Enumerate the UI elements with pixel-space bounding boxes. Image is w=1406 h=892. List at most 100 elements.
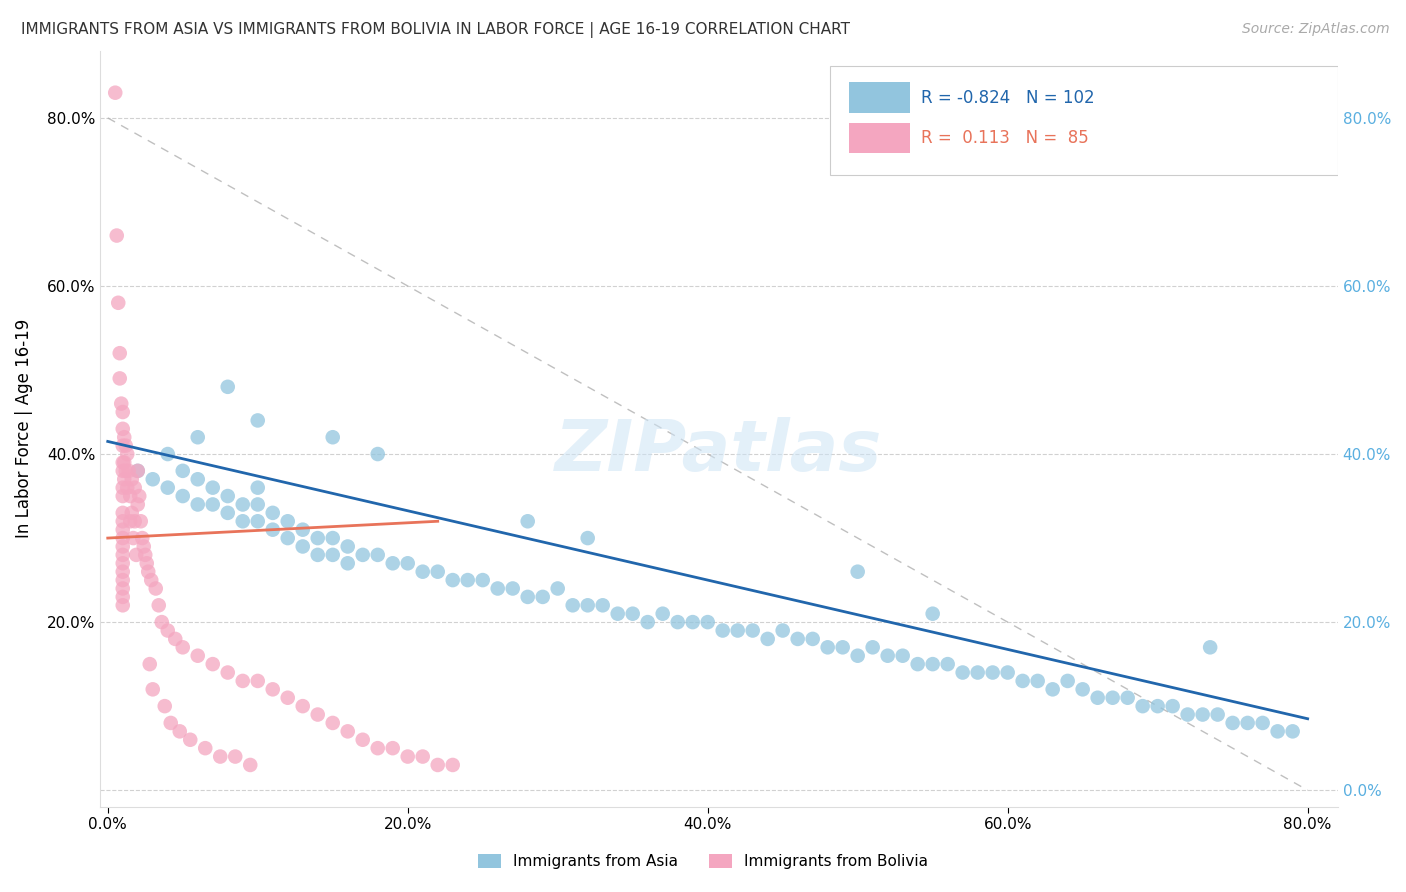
Point <box>111 565 134 579</box>
Point <box>246 514 269 528</box>
Point <box>111 481 134 495</box>
Point <box>727 624 749 638</box>
Point <box>291 699 314 714</box>
Point <box>179 732 201 747</box>
Point <box>111 582 134 596</box>
Point <box>246 498 269 512</box>
Point <box>159 715 181 730</box>
Point <box>741 624 763 638</box>
Point <box>111 590 134 604</box>
Point <box>262 506 284 520</box>
Point <box>262 523 284 537</box>
Point <box>997 665 1019 680</box>
Point <box>921 657 943 672</box>
Point <box>111 514 134 528</box>
Point <box>502 582 524 596</box>
Point <box>127 498 149 512</box>
Point <box>817 640 839 655</box>
Point <box>606 607 628 621</box>
Point <box>224 749 246 764</box>
Point <box>239 758 262 772</box>
Point <box>696 615 718 629</box>
Point <box>111 464 134 478</box>
Point <box>516 514 538 528</box>
Point <box>111 439 134 453</box>
Point <box>1132 699 1154 714</box>
Point <box>125 548 148 562</box>
Point <box>187 648 209 663</box>
Point <box>307 531 329 545</box>
Point <box>110 396 132 410</box>
Point <box>396 749 419 764</box>
Point <box>111 455 134 469</box>
Point <box>108 346 131 360</box>
Point <box>651 607 673 621</box>
Point <box>201 498 224 512</box>
Point <box>201 481 224 495</box>
Point <box>1011 673 1033 688</box>
Point <box>666 615 689 629</box>
Point <box>1236 715 1258 730</box>
Point <box>136 565 159 579</box>
Point <box>846 648 869 663</box>
Point <box>1281 724 1303 739</box>
Point <box>1101 690 1123 705</box>
Point <box>217 489 239 503</box>
Point <box>172 464 194 478</box>
Point <box>486 582 509 596</box>
Point <box>135 556 157 570</box>
Point <box>846 565 869 579</box>
Point <box>336 724 359 739</box>
Point <box>187 472 209 486</box>
Point <box>129 514 152 528</box>
Point <box>336 540 359 554</box>
Point <box>217 665 239 680</box>
Point <box>172 640 194 655</box>
Point <box>111 573 134 587</box>
Point <box>936 657 959 672</box>
Point <box>1251 715 1274 730</box>
Point <box>112 472 135 486</box>
Point <box>516 590 538 604</box>
Point <box>1087 690 1109 705</box>
Point <box>367 447 389 461</box>
Point <box>921 607 943 621</box>
Point <box>966 665 988 680</box>
Point <box>201 657 224 672</box>
Point <box>277 690 299 705</box>
Point <box>246 413 269 427</box>
Point <box>426 758 449 772</box>
FancyBboxPatch shape <box>831 66 1337 176</box>
Point <box>232 498 254 512</box>
Point <box>139 657 162 672</box>
Point <box>412 565 434 579</box>
Point <box>121 506 143 520</box>
Point <box>576 531 599 545</box>
Point <box>127 464 149 478</box>
Point <box>111 405 134 419</box>
Point <box>441 573 464 587</box>
Point <box>112 455 135 469</box>
Point <box>561 599 583 613</box>
FancyBboxPatch shape <box>849 122 910 153</box>
Point <box>531 590 554 604</box>
Point <box>396 556 419 570</box>
Point <box>621 607 644 621</box>
Point <box>150 615 173 629</box>
Point <box>1042 682 1064 697</box>
Text: R = -0.824   N = 102: R = -0.824 N = 102 <box>921 89 1094 107</box>
Point <box>132 540 155 554</box>
Point <box>291 540 314 554</box>
Point <box>322 715 344 730</box>
Point <box>114 464 136 478</box>
Point <box>801 632 824 646</box>
Point <box>1026 673 1049 688</box>
Point <box>111 523 134 537</box>
Point <box>862 640 884 655</box>
Point <box>772 624 794 638</box>
Point <box>114 439 136 453</box>
Point <box>111 531 134 545</box>
Point <box>307 548 329 562</box>
Point <box>169 724 191 739</box>
Text: R =  0.113   N =  85: R = 0.113 N = 85 <box>921 128 1088 146</box>
